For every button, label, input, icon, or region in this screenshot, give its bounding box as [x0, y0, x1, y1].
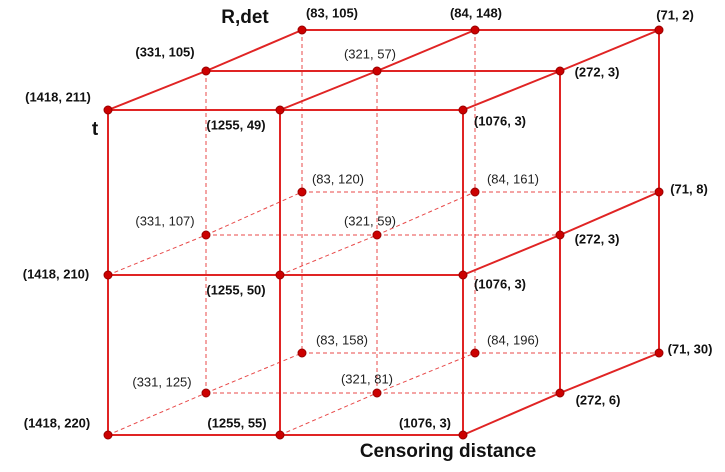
- axis-label: R,det: [221, 7, 269, 28]
- node: [372, 230, 382, 240]
- node: [654, 25, 664, 35]
- node: [201, 230, 211, 240]
- node-label: (321, 59): [344, 213, 396, 228]
- node-label: (1418, 210): [23, 266, 90, 281]
- edge: [279, 70, 378, 111]
- node-label: (1076, 3): [474, 113, 526, 128]
- node: [275, 270, 285, 280]
- node: [297, 25, 307, 35]
- node-label: (331, 105): [135, 44, 194, 59]
- edge: [205, 191, 303, 236]
- edge: [279, 392, 378, 436]
- node-label: (83, 105): [306, 5, 358, 20]
- node-label: (321, 81): [341, 371, 393, 386]
- node-label: (1418, 211): [25, 89, 91, 104]
- node: [103, 270, 113, 280]
- node: [103, 430, 113, 440]
- node-label: (71, 2): [656, 7, 694, 22]
- node-label: (1255, 55): [207, 415, 266, 430]
- node: [458, 270, 468, 280]
- node: [470, 187, 480, 197]
- edge: [462, 70, 561, 111]
- edge: [462, 392, 561, 436]
- node-label: (272, 3): [575, 231, 620, 246]
- node: [297, 348, 307, 358]
- node: [372, 388, 382, 398]
- node: [555, 230, 565, 240]
- node-label: (1255, 49): [206, 117, 265, 132]
- node: [372, 66, 382, 76]
- node: [275, 430, 285, 440]
- node-label: (1255, 50): [206, 282, 265, 297]
- node: [201, 66, 211, 76]
- node: [297, 187, 307, 197]
- node: [654, 187, 664, 197]
- edge: [376, 191, 476, 236]
- node-label: (321, 57): [344, 46, 396, 61]
- node: [458, 430, 468, 440]
- node-label: (272, 3): [575, 64, 620, 79]
- edge: [376, 352, 476, 394]
- node: [201, 388, 211, 398]
- edge: [559, 191, 660, 236]
- node-label: (331, 125): [132, 374, 191, 389]
- edge: [279, 234, 378, 276]
- node-label: (331, 107): [135, 213, 194, 228]
- node-label: (1076, 3): [474, 276, 526, 291]
- edge: [107, 70, 207, 111]
- node: [103, 105, 113, 115]
- node: [458, 105, 468, 115]
- node-label: (83, 158): [316, 332, 368, 347]
- edge: [107, 392, 207, 436]
- edge: [462, 234, 561, 276]
- node-label: (272, 6): [576, 392, 621, 407]
- node: [555, 66, 565, 76]
- node-label: (1076, 3): [399, 415, 451, 430]
- edge: [107, 234, 207, 276]
- node: [555, 388, 565, 398]
- axis-label: t: [92, 119, 99, 140]
- edge: [559, 29, 660, 72]
- node-label: (1418, 220): [24, 415, 91, 430]
- axis-label: Censoring distance: [360, 441, 536, 462]
- node-label: (84, 161): [487, 171, 539, 186]
- node: [470, 348, 480, 358]
- node: [654, 348, 664, 358]
- edge: [205, 352, 303, 394]
- node: [275, 105, 285, 115]
- node-label: (71, 30): [668, 341, 713, 356]
- node-label: (83, 120): [312, 171, 364, 186]
- node-label: (71, 8): [670, 181, 708, 196]
- node: [470, 25, 480, 35]
- edge: [205, 29, 303, 72]
- node-label: (84, 148): [450, 5, 502, 20]
- node-label: (84, 196): [487, 332, 539, 347]
- edge: [376, 29, 476, 72]
- edge: [559, 352, 660, 394]
